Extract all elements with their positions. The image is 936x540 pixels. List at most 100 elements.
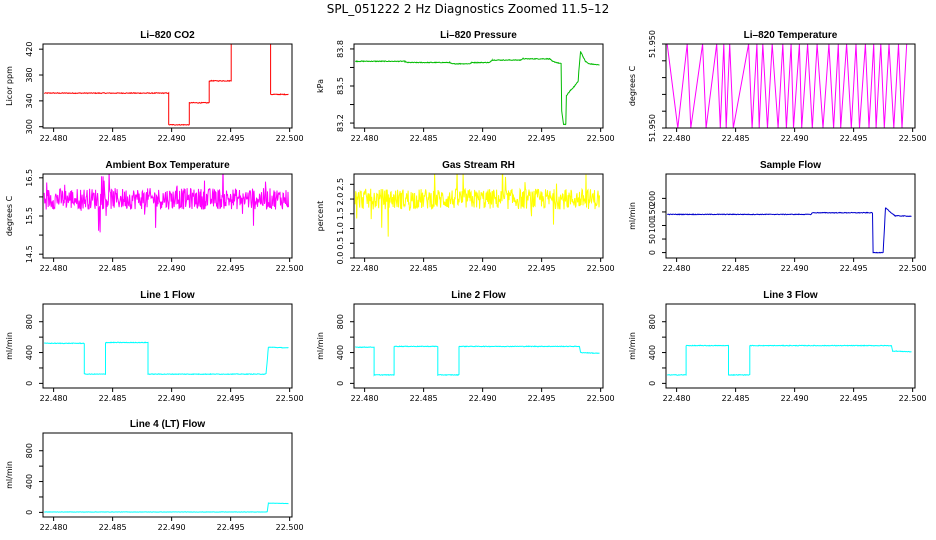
x-tick-label: 22.500	[276, 394, 304, 403]
y-tick-label: 51.950	[648, 114, 657, 142]
y-tick-label: 420	[25, 42, 34, 57]
y-tick-label: 300	[25, 119, 34, 134]
x-tick-label: 22.480	[351, 134, 379, 143]
y-tick-label: 83.5	[336, 77, 345, 95]
x-tick-label: 22.495	[528, 264, 556, 273]
x-tick-label: 22.490	[469, 264, 497, 273]
x-tick-label: 22.485	[99, 264, 127, 273]
subplot-1: Li–820 CO2 Licor ppm 22.480 22.485 22.490 22.…	[5, 30, 304, 143]
y-tick-label: 0	[648, 381, 657, 386]
x-tick-label: 22.495	[217, 523, 245, 532]
data-series	[43, 44, 289, 126]
plot-frame	[42, 43, 293, 129]
x-tick-label: 22.500	[899, 264, 927, 273]
x-tick-label: 22.480	[40, 523, 68, 532]
data-series	[43, 341, 289, 376]
plot-frame	[353, 173, 604, 259]
subplot-5: Gas Stream RH percent 22.480 22.485 22.490 22…	[316, 160, 615, 273]
y-axis-label: degrees C	[5, 195, 14, 236]
x-tick-label: 22.500	[587, 134, 615, 143]
x-tick-label: 22.490	[781, 134, 809, 143]
y-axis-label: Licor ppm	[5, 66, 14, 106]
subplot-2: Li–820 Pressure kPa 22.480 22.485 22.490 22.4…	[316, 30, 615, 143]
x-tick-label: 22.485	[410, 264, 438, 273]
subplot-title: Ambient Box Temperature	[105, 160, 230, 171]
y-tick-label: 400	[648, 345, 657, 360]
data-series	[43, 174, 289, 233]
x-tick-label: 22.495	[840, 134, 868, 143]
x-tick-label: 22.495	[528, 134, 556, 143]
y-tick-label: 800	[25, 443, 34, 458]
plot-frame	[665, 43, 916, 129]
x-tick-label: 22.495	[217, 394, 245, 403]
y-tick-label: 51.950	[648, 30, 657, 58]
x-tick-label: 22.500	[899, 394, 927, 403]
y-tick-label: 1.0	[336, 222, 345, 235]
x-tick-label: 22.480	[663, 134, 691, 143]
plot-frame	[42, 303, 293, 389]
x-tick-label: 22.490	[469, 394, 497, 403]
x-tick-label: 22.495	[217, 264, 245, 273]
y-tick-label: 15.5	[25, 207, 34, 225]
y-tick-label: 0	[336, 381, 345, 386]
y-tick-label: 200	[648, 191, 657, 206]
x-tick-label: 22.485	[99, 134, 127, 143]
plot-frame	[42, 432, 293, 518]
y-axis-label: degrees C	[628, 65, 637, 106]
y-tick-label: 83.8	[336, 40, 345, 58]
x-tick-label: 22.500	[276, 134, 304, 143]
y-tick-label: 150	[648, 204, 657, 219]
x-tick-label: 22.480	[40, 134, 68, 143]
x-tick-label: 22.485	[722, 264, 750, 273]
y-tick-label: 340	[25, 93, 34, 108]
subplot-title: Line 3 Flow	[763, 290, 818, 301]
x-tick-label: 22.500	[587, 394, 615, 403]
y-tick-label: 0.0	[336, 252, 345, 265]
x-tick-label: 22.480	[40, 264, 68, 273]
subplot-title: Li–820 Temperature	[744, 30, 838, 41]
y-tick-label: 0.5	[336, 237, 345, 250]
data-series	[355, 51, 600, 126]
data-series	[667, 207, 912, 254]
subplot-title: Line 1 Flow	[140, 290, 195, 301]
subplot-title: Line 2 Flow	[451, 290, 506, 301]
y-tick-label: 1.5	[336, 207, 345, 220]
x-tick-label: 22.480	[663, 394, 691, 403]
y-tick-label: 0	[25, 381, 34, 386]
x-tick-label: 22.485	[722, 134, 750, 143]
x-tick-label: 22.480	[40, 394, 68, 403]
y-tick-label: 50	[648, 234, 657, 244]
subplot-3: Li–820 Temperature degrees C 22.480 22.485 2…	[628, 30, 927, 143]
y-tick-label: 2.5	[336, 178, 345, 191]
x-tick-label: 22.500	[276, 523, 304, 532]
subplot-8: Line 2 Flow ml/min 22.480 22.485 22.490 22.49…	[316, 290, 615, 403]
data-series	[354, 174, 600, 237]
y-tick-label: 83.2	[336, 114, 345, 132]
x-tick-label: 22.495	[840, 264, 868, 273]
x-tick-label: 22.490	[158, 134, 186, 143]
x-tick-label: 22.500	[587, 264, 615, 273]
y-tick-label: 400	[336, 345, 345, 360]
y-tick-label: 380	[25, 67, 34, 82]
x-tick-label: 22.490	[781, 264, 809, 273]
y-axis-label: ml/min	[628, 202, 637, 230]
y-tick-label: 0	[25, 510, 34, 515]
data-series	[667, 344, 912, 376]
y-tick-label: 100	[648, 218, 657, 233]
x-tick-label: 22.490	[158, 264, 186, 273]
subplot-9: Line 3 Flow ml/min 22.480 22.485 22.490 22.49…	[628, 290, 927, 403]
y-tick-label: 400	[25, 345, 34, 360]
y-tick-label: 14.5	[25, 245, 34, 263]
y-axis-label: kPa	[316, 79, 325, 93]
subplot-title: Sample Flow	[760, 160, 821, 171]
y-tick-label: 800	[648, 314, 657, 329]
y-tick-label: 800	[25, 314, 34, 329]
y-tick-label: 0	[648, 250, 657, 255]
y-tick-label: 2.0	[336, 193, 345, 206]
subplot-title: Li–820 CO2	[140, 30, 195, 41]
data-series	[44, 502, 289, 513]
plot-frame	[42, 173, 293, 259]
x-tick-label: 22.485	[410, 394, 438, 403]
y-axis-label: ml/min	[628, 332, 637, 360]
x-tick-label: 22.485	[99, 523, 127, 532]
